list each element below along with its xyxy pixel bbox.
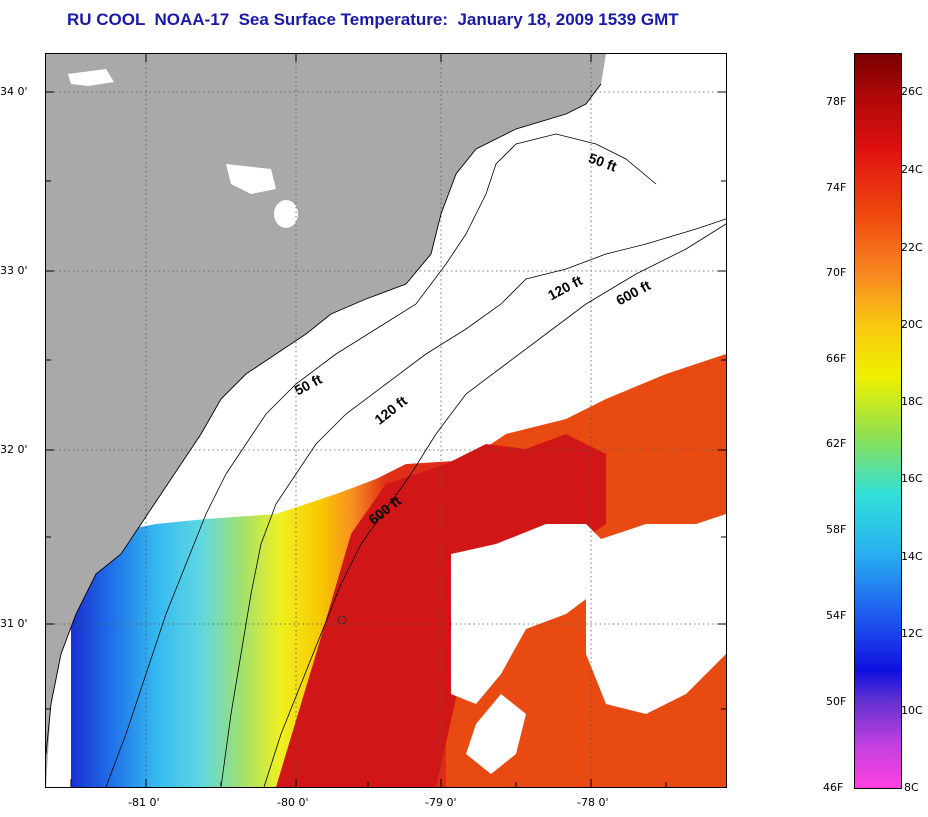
cbar-f-50: 50F <box>826 695 847 708</box>
cbar-f-78: 78F <box>826 95 847 108</box>
frame-ticks <box>46 54 726 787</box>
cbar-f-54: 54F <box>826 609 847 622</box>
colorbar-gradient <box>855 54 901 788</box>
cbar-c-20: 20C <box>901 318 923 331</box>
cbar-f-66: 66F <box>826 352 847 365</box>
cbar-c-22: 22C <box>901 241 923 254</box>
lake-blob-c <box>68 69 114 86</box>
cbar-c-8: 8C <box>904 781 919 794</box>
contour-label-120ft-north: 120 ft <box>545 272 585 303</box>
cloud-patch-top <box>376 284 726 464</box>
cloud-patch-c <box>466 694 526 774</box>
lake-blob-a <box>274 200 298 228</box>
station-marker <box>337 615 347 625</box>
sst-map: 50 ft 50 ft 120 ft 120 ft 600 ft 600 ft <box>45 53 727 788</box>
isobath-50ft <box>105 133 657 787</box>
cbar-c-14: 14C <box>901 550 923 563</box>
cbar-f-70: 70F <box>826 266 847 279</box>
land-mass <box>46 54 726 787</box>
isobath-120ft <box>220 218 726 787</box>
colorbar <box>854 53 902 789</box>
lat-tick-34: 34 0' <box>0 85 28 98</box>
lat-tick-31: 31 0' <box>0 617 28 630</box>
lat-lon-grid <box>46 54 726 787</box>
lat-tick-32: 32 0' <box>0 443 28 456</box>
cloud-patch-a <box>451 524 606 704</box>
cbar-f-58: 58F <box>826 523 847 536</box>
lake-blob-b <box>226 164 276 194</box>
cbar-f-74: 74F <box>826 181 847 194</box>
cbar-f-62: 62F <box>826 437 847 450</box>
lat-tick-33: 33 0' <box>0 264 28 277</box>
lon-tick-79: -79 0' <box>425 796 457 809</box>
isobath-600ft <box>263 223 726 787</box>
cbar-c-26: 26C <box>901 85 923 98</box>
cbar-c-18: 18C <box>901 395 923 408</box>
cbar-c-10: 10C <box>901 704 923 717</box>
coastline <box>46 83 602 755</box>
cbar-f-46: 46F <box>823 781 844 794</box>
map-title: RU COOL NOAA-17 Sea Surface Temperature:… <box>67 10 679 29</box>
lon-tick-80: -80 0' <box>277 796 309 809</box>
gulf-stream-core <box>276 434 606 787</box>
cbar-c-24: 24C <box>901 163 923 176</box>
cbar-c-16: 16C <box>901 472 923 485</box>
cloud-patch-b <box>586 514 726 714</box>
cbar-c-12: 12C <box>901 627 923 640</box>
lon-tick-78: -78 0' <box>577 796 609 809</box>
sst-map-svg: 50 ft 50 ft 120 ft 120 ft 600 ft 600 ft <box>46 54 726 787</box>
contour-label-50ft-south: 50 ft <box>292 371 325 399</box>
lon-tick-81: -81 0' <box>128 796 160 809</box>
contour-label-600ft-north: 600 ft <box>613 277 653 308</box>
